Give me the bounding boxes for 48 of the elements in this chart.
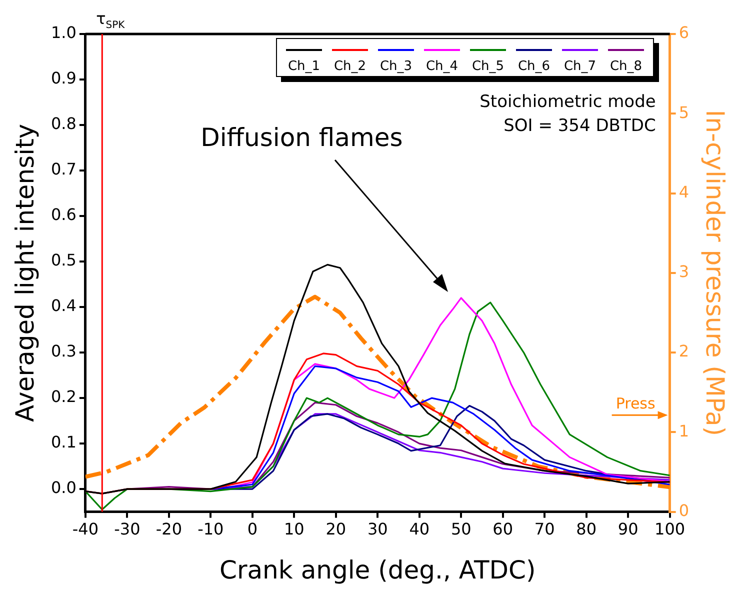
y-tick-label: 1.0 xyxy=(50,23,76,42)
x-tick-label: 40 xyxy=(409,520,430,539)
y2-axis-title: In-cylinder pressure (MPa) xyxy=(700,110,730,436)
legend-label: Ch_4 xyxy=(426,59,458,74)
x-tick-label: 100 xyxy=(654,520,686,539)
y2-tick-label: 4 xyxy=(678,182,690,202)
annotation: Stoichiometric mode xyxy=(480,92,656,112)
text: Press xyxy=(616,394,656,413)
annotation: Diffusion flames xyxy=(200,123,403,152)
y-tick-label: 0.7 xyxy=(50,160,76,179)
y-tick-label: 0.8 xyxy=(50,114,76,134)
y2-tick-label: 6 xyxy=(678,23,690,42)
x-tick-label: 20 xyxy=(326,520,346,539)
y2-tick-label: 3 xyxy=(678,262,690,282)
x-tick-label: 0 xyxy=(247,520,258,539)
legend-label: Ch_1 xyxy=(288,59,320,74)
x-tick-label: -10 xyxy=(198,520,224,539)
x-tick-label: 30 xyxy=(367,520,388,539)
legend-label: Ch_3 xyxy=(380,59,412,74)
legend-label: Ch_7 xyxy=(564,59,596,74)
x-tick-label: 80 xyxy=(576,520,597,539)
x-tick-label: 10 xyxy=(284,520,304,539)
y-tick-label: 0.1 xyxy=(50,432,76,452)
legend-label: Ch_6 xyxy=(518,59,550,74)
y-tick-label: 0.3 xyxy=(50,342,76,361)
x-axis-title: Crank angle (deg., ATDC) xyxy=(220,556,536,584)
y-tick-label: 0.6 xyxy=(50,205,76,224)
y-axis-title: Averaged light intensity xyxy=(10,124,40,422)
x-tick-label: 90 xyxy=(618,520,638,539)
y2-tick-label: 0 xyxy=(678,500,690,520)
x-tick-label: -20 xyxy=(156,520,182,539)
y-tick-label: 0.9 xyxy=(50,68,76,88)
y-tick-label: 0.2 xyxy=(50,387,76,406)
y-tick-label: 0.5 xyxy=(50,250,76,270)
y2-tick-label: 5 xyxy=(678,102,690,122)
legend-label: Ch_5 xyxy=(472,59,504,74)
legend-label: Ch_8 xyxy=(610,59,642,74)
y-tick-label: 0.0 xyxy=(50,478,76,498)
x-tick-label: 60 xyxy=(492,520,514,539)
x-tick-label: 50 xyxy=(450,520,472,539)
y-tick-label: 0.4 xyxy=(50,296,76,316)
y2-tick-label: 1 xyxy=(678,421,690,440)
x-tick-label: 70 xyxy=(534,520,555,539)
x-tick-label: -40 xyxy=(72,520,99,539)
x-tick-label: -30 xyxy=(114,520,140,539)
annotation: SOI = 354 DBTDC xyxy=(504,116,656,136)
legend-label: Ch_2 xyxy=(334,59,366,74)
y2-tick-label: 2 xyxy=(678,342,690,361)
